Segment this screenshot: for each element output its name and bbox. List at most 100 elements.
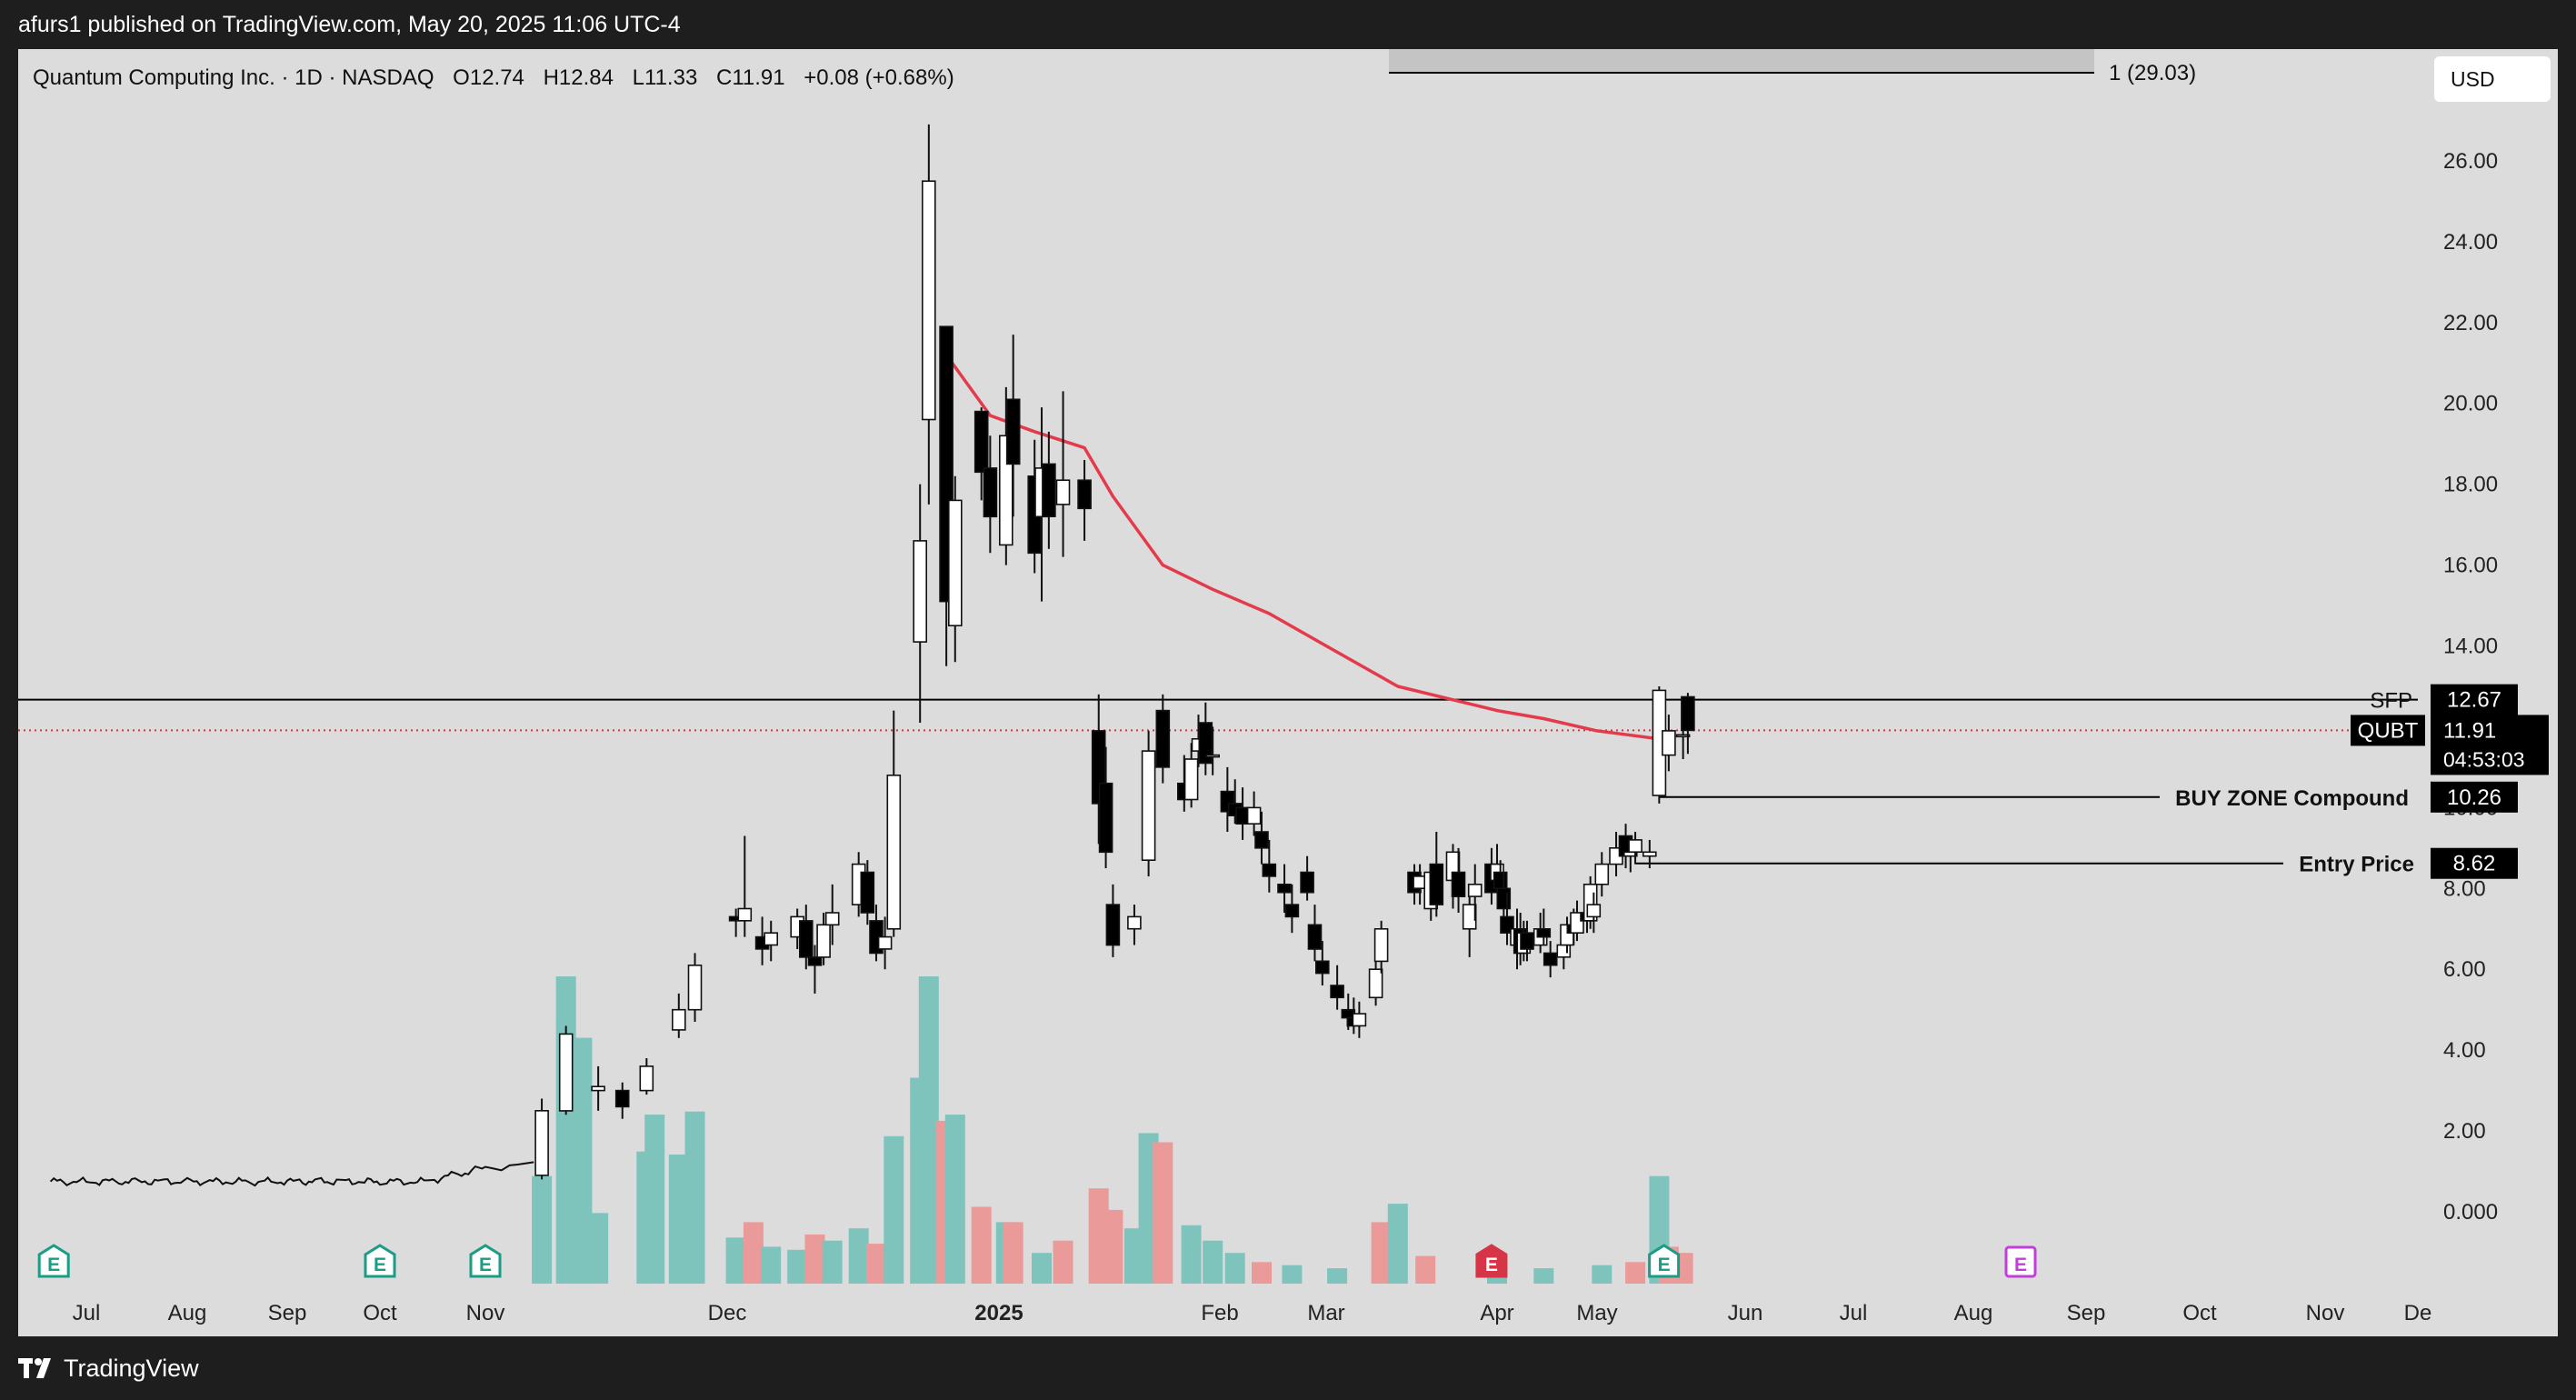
earnings-marker-icon[interactable]: E bbox=[37, 1244, 70, 1278]
x-tick-label: De bbox=[2404, 1301, 2432, 1325]
time-axis[interactable]: Jul Aug Sep Oct Nov Dec 2025 Feb Mar Apr May Jun Jul… bbox=[73, 1301, 2432, 1325]
candle-down-body bbox=[1254, 831, 1269, 849]
y-tick-label: 14.00 bbox=[2443, 635, 2498, 659]
candle-up-body bbox=[886, 774, 902, 930]
publish-header: afurs1 published on TradingView.com, May… bbox=[0, 0, 2576, 49]
candle-down-body bbox=[1105, 904, 1121, 946]
candle-up-body bbox=[1246, 806, 1262, 825]
candle-up-body bbox=[913, 540, 928, 643]
y-tick-label: 26.00 bbox=[2443, 149, 2498, 174]
candle-down-body bbox=[1300, 871, 1314, 894]
candle bbox=[1429, 832, 1444, 917]
volume-bar bbox=[1282, 1265, 1303, 1284]
svg-text:Quantum Computing Inc. · 1D ·: Quantum Computing Inc. · 1D · NASDAQ O12… bbox=[33, 65, 954, 90]
candle-up-body bbox=[639, 1065, 654, 1092]
candle bbox=[1042, 431, 1056, 549]
chart-pane[interactable] bbox=[18, 49, 2558, 1336]
volume-bar bbox=[1592, 1265, 1612, 1284]
volume-bar bbox=[1203, 1240, 1223, 1284]
candle-down-body bbox=[973, 410, 989, 474]
candle-down-body bbox=[1098, 782, 1113, 854]
candle-up-body bbox=[1594, 863, 1610, 885]
candle bbox=[1277, 864, 1292, 913]
legend-low-label: L bbox=[633, 65, 644, 90]
x-tick-label: Feb bbox=[1201, 1301, 1238, 1325]
candle bbox=[737, 835, 753, 937]
candle bbox=[1330, 965, 1344, 1010]
volume-bar bbox=[1415, 1255, 1436, 1284]
candle bbox=[860, 860, 875, 925]
candle-up-body bbox=[1183, 758, 1199, 801]
moving-average-line bbox=[944, 354, 1660, 741]
volume-bar bbox=[1053, 1240, 1073, 1284]
price-line bbox=[49, 1161, 534, 1187]
volume-bar bbox=[848, 1228, 869, 1284]
y-tick-label: 24.00 bbox=[2443, 230, 2498, 255]
x-tick-label: Nov bbox=[466, 1301, 505, 1325]
candle bbox=[1628, 832, 1642, 865]
x-tick-label: Aug bbox=[1954, 1301, 1993, 1325]
candle bbox=[1127, 905, 1142, 945]
candle bbox=[1198, 702, 1213, 775]
x-tick-label: Mar bbox=[1307, 1301, 1344, 1325]
volume-bar bbox=[1224, 1253, 1245, 1284]
legend-open-label: O bbox=[453, 65, 470, 90]
volume-bar bbox=[1032, 1253, 1052, 1284]
publish-line: afurs1 published on TradingView.com, May… bbox=[18, 12, 681, 37]
candle bbox=[1662, 715, 1676, 772]
candle-down-body bbox=[860, 871, 875, 914]
earnings-marker-icon[interactable]: E bbox=[364, 1244, 396, 1278]
y-tick-label: 6.00 bbox=[2443, 957, 2486, 982]
candle-down-body bbox=[1330, 985, 1344, 999]
x-tick-label: Jul bbox=[1840, 1301, 1868, 1325]
candle bbox=[1141, 730, 1156, 876]
x-tick-label: Apr bbox=[1480, 1301, 1513, 1325]
candle-down-body bbox=[807, 956, 823, 966]
candle-up-body bbox=[948, 499, 963, 627]
price-axis[interactable]: 28.0026.0024.0022.0020.0018.0016.0014.00… bbox=[2443, 68, 2498, 1225]
sfp-price-badge-text: 12.67 bbox=[2447, 688, 2501, 713]
candle bbox=[1105, 884, 1121, 957]
sfp-price-badge bbox=[2431, 684, 2518, 715]
candle bbox=[558, 1025, 574, 1115]
x-tick-label: Sep bbox=[268, 1301, 307, 1325]
currency-button[interactable]: USD bbox=[2434, 56, 2551, 102]
candle bbox=[877, 916, 893, 970]
candle bbox=[671, 993, 686, 1038]
legend-open: 12.74 bbox=[470, 65, 524, 90]
candle-up-body bbox=[591, 1085, 605, 1092]
tradingview-brand[interactable]: TradingView bbox=[18, 1353, 199, 1384]
candle bbox=[1543, 941, 1558, 978]
x-tick-label: Jun bbox=[1728, 1301, 1763, 1325]
candle bbox=[886, 710, 902, 937]
candle-up-body bbox=[877, 935, 893, 950]
candle bbox=[1205, 726, 1220, 775]
y-tick-label: 22.00 bbox=[2443, 311, 2498, 335]
candle-up-body bbox=[1373, 927, 1389, 963]
earnings-marker-icon[interactable]: E bbox=[2004, 1245, 2037, 1278]
x-tick-label: Nov bbox=[2306, 1301, 2345, 1325]
top-level-band bbox=[1389, 49, 2094, 73]
earnings-marker-icon[interactable]: E bbox=[1475, 1244, 1508, 1278]
candle bbox=[1373, 920, 1389, 974]
candle bbox=[824, 884, 840, 945]
y-tick-label: 4.00 bbox=[2443, 1038, 2486, 1063]
x-tick-label: Dec bbox=[708, 1301, 747, 1325]
x-tick-label: Aug bbox=[168, 1301, 207, 1325]
candle-up-body bbox=[921, 180, 936, 421]
legend-change: +0.08 (+0.68%) bbox=[804, 65, 954, 90]
candle-up-body bbox=[1586, 904, 1602, 918]
earnings-letter: E bbox=[1485, 1255, 1498, 1275]
candle bbox=[1246, 791, 1262, 836]
volume-bar bbox=[1252, 1262, 1272, 1284]
candle bbox=[1451, 847, 1466, 913]
legend-close: 11.91 bbox=[732, 65, 784, 90]
earnings-marker-icon[interactable]: E bbox=[469, 1244, 502, 1278]
earnings-marker-icon[interactable]: E bbox=[1648, 1244, 1681, 1278]
candles bbox=[534, 124, 1695, 1180]
candle-up-body bbox=[824, 912, 840, 926]
volume-bar bbox=[588, 1213, 609, 1284]
earnings-letter: E bbox=[1658, 1255, 1671, 1275]
